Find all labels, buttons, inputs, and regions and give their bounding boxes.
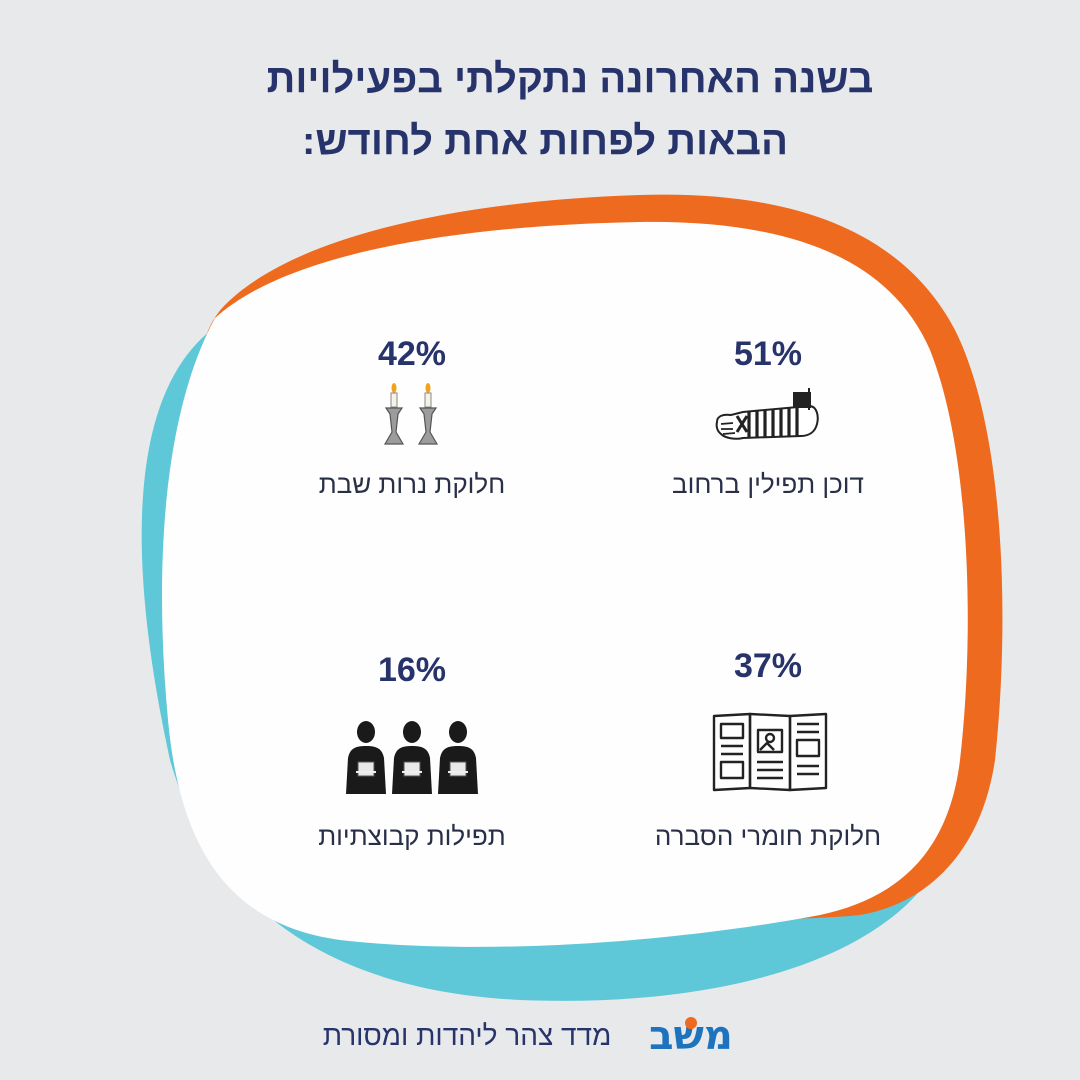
stat-label: חלוקת נרות שבת (318, 469, 506, 499)
stat-brochure: 37% חלוקת חומרי הסברה (618, 646, 918, 851)
stat-percent: 42% (377, 335, 447, 373)
page-title: בשנה האחרונה נתקלתי בפעילויות הבאות לפחו… (0, 48, 1080, 172)
mashav-logo: משב (625, 1011, 758, 1061)
tefillin-arm-icon (715, 388, 819, 440)
stat-group-prayer: 16% תפילות קבוצתיות (262, 650, 562, 851)
shabbat-candles-icon (383, 383, 439, 445)
stat-tefillin: 51% דוכן תפילין ברחוב (618, 334, 918, 499)
praying-group-icon (346, 721, 478, 794)
stat-label: דוכן תפילין ברחוב (672, 469, 864, 499)
stat-percent: 37% (733, 647, 803, 685)
stat-candles: 42% חלוקת נרות שבת (262, 334, 562, 499)
title-line-2: הבאות לפחות אחת לחודש: (302, 119, 788, 163)
open-brochure-icon (712, 712, 828, 792)
footer-tagline: מדד צהר ליהדות ומסורת (322, 1020, 612, 1051)
mashav-logo-mark: משב (625, 1011, 758, 1061)
stat-label: חלוקת חומרי הסברה (654, 821, 882, 851)
footer: משב מדד צהר ליהדות ומסורת (0, 1006, 1080, 1066)
stat-percent: 51% (733, 335, 803, 373)
title-line-1: בשנה האחרונה נתקלתי בפעילויות (266, 57, 874, 101)
stat-label: תפילות קבוצתיות (318, 821, 506, 851)
stat-percent: 16% (377, 651, 447, 689)
